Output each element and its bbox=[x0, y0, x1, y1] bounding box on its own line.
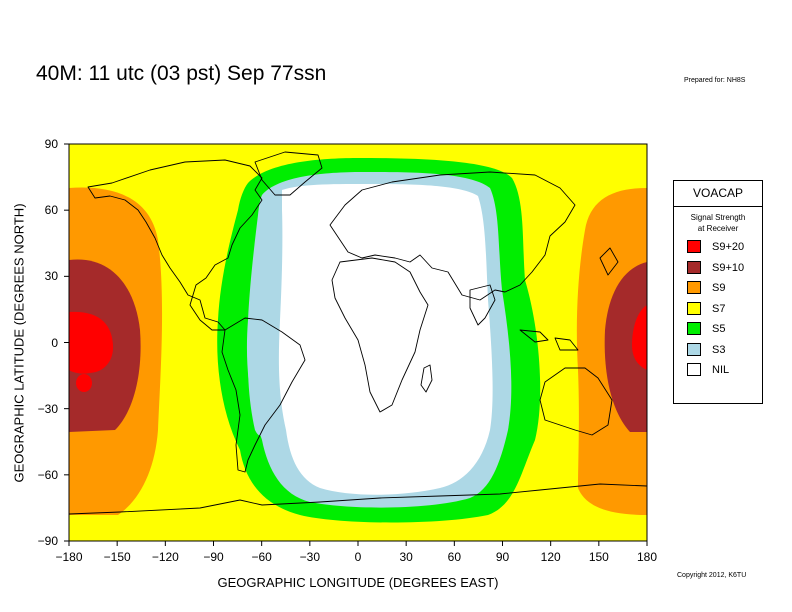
africa-coast bbox=[331, 257, 429, 413]
x-tick-label: 90 bbox=[495, 550, 510, 564]
legend-swatch bbox=[687, 322, 701, 335]
x-tick-label: −90 bbox=[203, 550, 224, 564]
legend-item: NIL bbox=[687, 363, 729, 377]
legend: VOACAP Signal Strength at Receiver S9+20… bbox=[673, 180, 763, 404]
legend-subtitle: Signal Strength at Receiver bbox=[674, 212, 762, 234]
s920-spot-west bbox=[76, 374, 92, 392]
copyright-label: Copyright 2012, K6TU bbox=[677, 572, 747, 579]
y-tick-label: 60 bbox=[44, 203, 58, 218]
y-tick-label: −90 bbox=[37, 534, 58, 548]
south-america-coast bbox=[221, 317, 306, 473]
x-tick-label: 180 bbox=[636, 550, 658, 564]
x-tick-label: −120 bbox=[151, 550, 179, 564]
australia-coast bbox=[539, 367, 613, 436]
eurasia-coast bbox=[329, 171, 576, 301]
y-axis-label: GEOGRAPHIC LATITUDE (DEGREES NORTH) bbox=[11, 203, 27, 483]
legend-subtitle-line2: at Receiver bbox=[697, 224, 739, 233]
india-coast bbox=[469, 284, 496, 326]
x-tick-label: 0 bbox=[354, 550, 362, 564]
islands-coast bbox=[519, 247, 619, 351]
north-america-coast bbox=[87, 159, 263, 331]
legend-item: S7 bbox=[687, 301, 726, 316]
legend-swatch bbox=[687, 342, 701, 356]
tick-marks bbox=[64, 143, 648, 546]
legend-label: S9+20 bbox=[712, 241, 745, 253]
legend-label: S9+10 bbox=[712, 261, 745, 274]
greenland-coast bbox=[254, 151, 323, 196]
legend-item: S9 bbox=[687, 281, 725, 295]
antarctica-coast bbox=[69, 483, 647, 515]
legend-label: S5 bbox=[712, 323, 726, 335]
y-tick-label: 90 bbox=[44, 137, 58, 151]
legend-item: S5 bbox=[687, 322, 725, 336]
legend-swatch bbox=[687, 301, 701, 315]
x-tick-label: −150 bbox=[103, 550, 131, 564]
prepared-for-label: Prepared for: NH8S bbox=[684, 77, 746, 84]
legend-item: S9+10 bbox=[687, 260, 745, 275]
s3-peninsula bbox=[247, 328, 277, 436]
y-tick-label: 0 bbox=[51, 335, 58, 350]
y-tick-label: 30 bbox=[44, 269, 58, 284]
x-tick-label: −180 bbox=[55, 550, 83, 564]
legend-swatch bbox=[687, 240, 701, 253]
x-tick-label: 30 bbox=[399, 550, 413, 564]
legend-title: VOACAP bbox=[674, 181, 762, 207]
x-tick-label: 150 bbox=[588, 550, 609, 564]
s910-region-east bbox=[604, 262, 647, 432]
legend-swatch bbox=[687, 260, 701, 274]
legend-label: S7 bbox=[712, 302, 726, 315]
x-tick-label: −60 bbox=[251, 550, 272, 564]
legend-subtitle-line1: Signal Strength bbox=[690, 213, 746, 222]
s920-region-west bbox=[69, 311, 114, 374]
x-tick-label: 60 bbox=[447, 550, 462, 564]
legend-item: S3 bbox=[687, 342, 726, 357]
coverage-layer bbox=[69, 144, 647, 541]
legend-label: S9 bbox=[712, 282, 726, 294]
legend-item: S9+20 bbox=[687, 240, 744, 254]
chart-title: 40M: 11 utc (03 pst) Sep 77ssn bbox=[36, 62, 327, 85]
x-tick-label: 120 bbox=[540, 550, 561, 564]
x-axis-label: GEOGRAPHIC LONGITUDE (DEGREES EAST) bbox=[217, 575, 499, 590]
s920-region-east bbox=[632, 305, 647, 370]
legend-label: S3 bbox=[712, 343, 726, 356]
legend-label: NIL bbox=[712, 364, 730, 376]
madagascar-coast bbox=[420, 364, 433, 393]
y-tick-label: −30 bbox=[37, 401, 58, 416]
nil-region bbox=[278, 184, 493, 495]
x-tick-label: −30 bbox=[299, 550, 321, 564]
coastlines bbox=[69, 151, 647, 515]
legend-swatch bbox=[687, 281, 701, 294]
legend-swatch bbox=[687, 363, 701, 376]
y-tick-label: −60 bbox=[37, 467, 58, 482]
